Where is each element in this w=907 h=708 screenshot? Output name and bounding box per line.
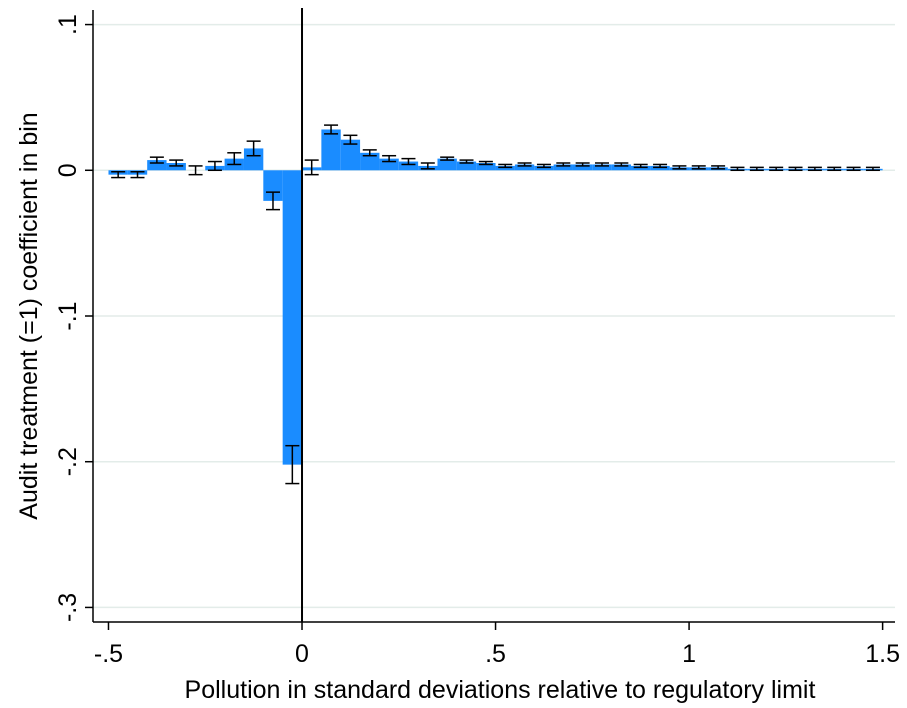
error-bar: [382, 154, 397, 163]
x-tick-label: 1.5: [865, 640, 900, 668]
error-bar: [343, 134, 358, 145]
error-bar: [711, 165, 726, 170]
error-bar: [111, 170, 126, 179]
bar: [553, 164, 573, 171]
bar: [263, 170, 283, 201]
error-bar: [691, 165, 706, 170]
error-bar: [149, 156, 164, 164]
y-tick-label: 0: [54, 163, 82, 177]
x-tick-label: -.5: [94, 640, 123, 668]
bar: [611, 164, 632, 171]
bar: [379, 158, 399, 171]
error-bar: [575, 162, 590, 167]
bar: [282, 170, 303, 465]
error-bar: [459, 159, 474, 164]
error-bar: [285, 444, 300, 485]
error-bar: [227, 152, 242, 166]
error-bar: [788, 166, 803, 172]
error-bar: [633, 163, 648, 169]
error-bar: [749, 166, 764, 172]
y-tick-label: -.2: [54, 447, 82, 476]
bar: [476, 163, 496, 171]
y-axis-title: Audit treatment (=1) coefficient in bin: [15, 112, 43, 519]
error-bar: [440, 156, 455, 161]
error-bar: [594, 162, 609, 167]
error-bar: [769, 166, 784, 172]
bar: [437, 158, 457, 171]
bar: [340, 139, 361, 171]
error-bar: [730, 166, 745, 172]
bar: [398, 161, 419, 171]
error-bar: [130, 170, 145, 179]
error-bar: [517, 162, 532, 167]
error-bar: [188, 165, 203, 176]
error-bar: [401, 157, 416, 166]
x-tick-label: .5: [485, 640, 506, 668]
error-bar: [478, 160, 493, 166]
bar: [514, 164, 535, 171]
bar: [592, 164, 612, 171]
x-axis-title: Pollution in standard deviations relativ…: [185, 676, 816, 704]
error-bar: [362, 149, 377, 157]
error-bar: [304, 159, 319, 176]
bar: [147, 160, 167, 171]
error-bar: [865, 166, 880, 172]
error-bar: [265, 191, 280, 211]
y-tick-label: -.3: [54, 593, 82, 622]
bar: [572, 164, 593, 171]
error-bar: [498, 163, 513, 169]
error-bar: [556, 162, 571, 167]
error-bar: [672, 165, 687, 170]
x-tick-label: 1: [682, 640, 696, 668]
x-tick-label: 0: [295, 640, 309, 668]
bar: [243, 148, 264, 171]
error-bar: [536, 163, 551, 169]
error-bar: [807, 166, 822, 172]
error-bar: [653, 163, 668, 169]
error-bar: [207, 160, 222, 172]
error-bar: [614, 162, 629, 167]
bar: [321, 129, 341, 171]
bar: [360, 152, 380, 171]
bar: [456, 161, 477, 171]
error-bar: [246, 140, 261, 157]
y-tick-label: .1: [54, 14, 82, 35]
y-tick-label: -.1: [54, 301, 82, 330]
error-bar: [827, 166, 842, 172]
error-bar: [420, 162, 435, 170]
error-bar: [846, 166, 861, 172]
error-bar: [324, 124, 339, 135]
error-bar: [169, 159, 184, 167]
